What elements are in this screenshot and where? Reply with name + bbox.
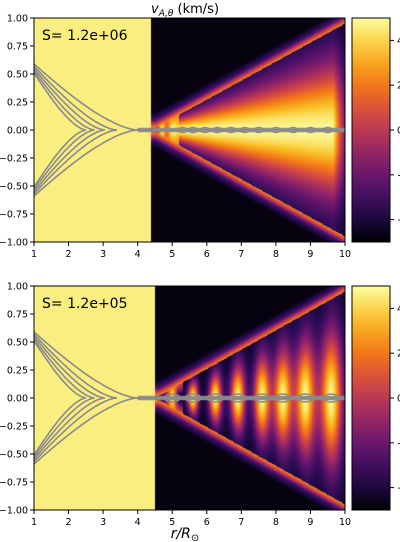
- x-tick-label: 1: [31, 249, 37, 260]
- x-tick-label: 10: [339, 249, 351, 260]
- plasmoid: [229, 393, 247, 403]
- field-line: [33, 397, 86, 456]
- plasmoid: [322, 393, 340, 403]
- y-tick-label: −1.00: [0, 506, 28, 517]
- x-tick-label: 3: [100, 517, 106, 528]
- field-line: [33, 70, 95, 131]
- field-line: [33, 333, 117, 399]
- plasmoid: [177, 126, 188, 134]
- x-tick-label: 9: [307, 249, 313, 260]
- panel-label: S= 1.2e+06: [42, 28, 128, 44]
- plasmoid: [287, 126, 299, 134]
- y-tick-label: 0.25: [7, 366, 28, 377]
- plasmoid: [253, 126, 264, 134]
- colorbar-tick-label: −4: [397, 483, 400, 494]
- plasmoid: [274, 393, 292, 403]
- x-tick-label: 7: [238, 517, 244, 528]
- plasmoid: [207, 393, 224, 403]
- y-tick-label: −1.00: [0, 238, 28, 249]
- colorbar: [351, 17, 391, 243]
- field-line: [33, 67, 105, 131]
- plasmoid: [305, 126, 316, 134]
- plasmoid: [239, 126, 250, 134]
- field-line: [33, 129, 86, 188]
- colorbar-tick-label: 2: [397, 349, 400, 360]
- x-tick-label: 2: [66, 517, 72, 528]
- panels: S= 1.2e+06 1.00 0.75 0.50 0.25 0.00 −0.25 −0.50…: [0, 14, 400, 529]
- colorbar-tick-label: −2: [397, 438, 400, 449]
- y-tick-label: −0.25: [0, 422, 28, 433]
- y-tick-label: 1.00: [7, 282, 28, 293]
- plasmoid: [322, 126, 333, 134]
- x-tick-label: 3: [100, 249, 106, 260]
- y-tick-label: 0.75: [7, 42, 28, 53]
- x-tick-label: 2: [66, 249, 72, 260]
- x-axis-label: r/R⊙: [171, 526, 200, 542]
- panel-label: S= 1.2e+05: [42, 296, 128, 312]
- y-tick-label: 0.00: [7, 126, 28, 137]
- plasmoid: [253, 393, 271, 403]
- colorbar-tick-label: 4: [397, 36, 400, 47]
- y-tick-label: 0.75: [7, 310, 28, 321]
- field-line: [33, 397, 138, 465]
- field-line: [33, 129, 95, 190]
- colorbar-tick-label: −2: [397, 170, 400, 181]
- y-tick-label: 0.50: [7, 70, 28, 81]
- x-tick-label: 6: [204, 249, 210, 260]
- field-line: [33, 397, 95, 458]
- x-tick-label: 5: [169, 517, 175, 528]
- x-tick-label: 8: [273, 517, 279, 528]
- x-tick-label: 5: [169, 249, 175, 260]
- y-tick-label: −0.50: [0, 450, 28, 461]
- field-line: [33, 397, 105, 461]
- y-tick-label: 0.50: [7, 338, 28, 349]
- y-tick-label: −0.50: [0, 182, 28, 193]
- colorbar-tick-label: 2: [397, 81, 400, 92]
- x-tick-label: 4: [135, 517, 141, 528]
- plasmoid: [296, 393, 314, 403]
- field-line: [33, 129, 105, 193]
- plasmoid: [187, 126, 199, 134]
- x-tick-label: 9: [307, 517, 313, 528]
- y-tick-label: −0.75: [0, 210, 28, 221]
- panel-1: S= 1.2e+06 1.00 0.75 0.50 0.25 0.00 −0.25 −0.50…: [0, 14, 400, 261]
- x-tick-label: 10: [339, 517, 351, 528]
- plasmoid: [225, 126, 237, 134]
- y-tick-label: −0.25: [0, 154, 28, 165]
- field-line: [33, 397, 117, 463]
- field-line: [33, 335, 105, 399]
- y-tick-label: 1.00: [7, 14, 28, 25]
- panel-2: S= 1.2e+05 1.00 0.75 0.50 0.25 0.00 −0.25 −0.50…: [0, 282, 400, 529]
- y-tick-label: 0.00: [7, 394, 28, 405]
- x-tick-label: 1: [31, 517, 37, 528]
- x-tick-label: 4: [135, 249, 141, 260]
- field-line: [33, 331, 138, 399]
- plasmoid: [270, 126, 282, 134]
- x-tick-label: 8: [273, 249, 279, 260]
- plasmoid: [211, 126, 223, 134]
- colorbar-tick-label: 0: [397, 126, 400, 137]
- field-line: [33, 338, 95, 399]
- field-line: [33, 72, 86, 131]
- y-tick-label: 0.25: [7, 98, 28, 109]
- field-line: [33, 65, 117, 131]
- colorbar-tick-label: −4: [397, 215, 400, 226]
- plasmoid: [199, 126, 211, 134]
- field-line: [33, 63, 138, 131]
- x-tick-label: 7: [238, 249, 244, 260]
- x-tick-label: 6: [204, 517, 210, 528]
- y-tick-label: −0.75: [0, 478, 28, 489]
- plasmoid: [163, 393, 181, 403]
- field-line: [33, 340, 86, 399]
- colorbar-tick-label: 0: [397, 394, 400, 405]
- colorbar: [351, 285, 391, 511]
- figure-title: vA,θ (km/s): [151, 2, 219, 19]
- field-line: [33, 129, 117, 195]
- field-line: [33, 129, 138, 197]
- colorbar-tick-label: 4: [397, 304, 400, 315]
- plasmoid: [184, 393, 202, 403]
